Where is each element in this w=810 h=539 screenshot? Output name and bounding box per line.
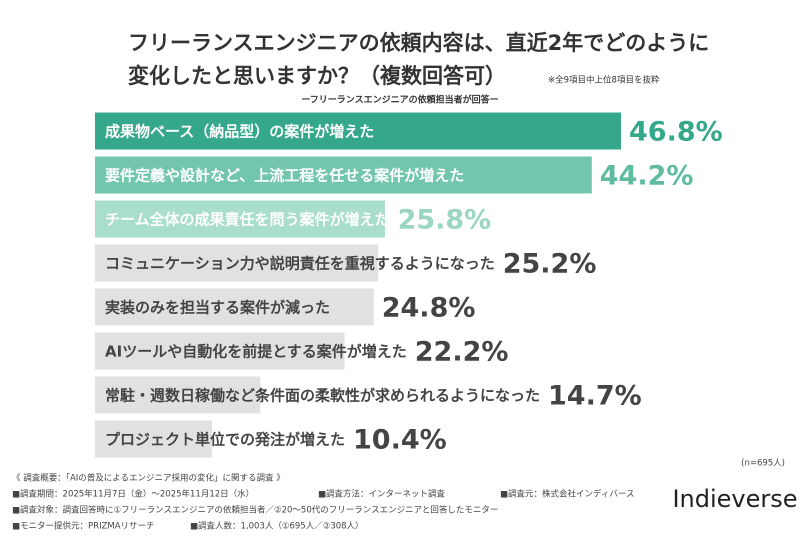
logo: Indieverse <box>672 485 797 513</box>
value-label: 14.7% <box>548 381 642 412</box>
value-label: 25.8% <box>398 205 492 236</box>
value-label: 22.2% <box>415 337 509 368</box>
value-label: 44.2% <box>600 161 694 192</box>
category-label: コミュニケーション力や説明責任を重視するようになった <box>105 255 495 273</box>
note: ※全9項目中上位8項目を抜粋 <box>548 75 660 86</box>
footer-provider: ■モニター提供元：PRIZMAリサーチ <box>12 521 155 532</box>
value-label: 24.8% <box>382 293 476 324</box>
category-label: 常駐・週数日稼働など条件面の柔軟性が求められるようになった <box>105 387 540 405</box>
value-label: 25.2% <box>503 249 597 280</box>
sample-size: (n=695人) <box>741 459 785 469</box>
footer-method: ■調査方法：インターネット調査 <box>318 489 446 500</box>
subtitle: ーフリーランスエンジニアの依頼担当者が回答ー <box>301 94 498 106</box>
footer-count: ■調査人数：1,003人（①695人／②308人） <box>190 521 364 532</box>
bar <box>95 332 345 370</box>
bar <box>95 420 212 458</box>
bar <box>95 288 374 326</box>
footer-heading: 《 調査概要：「AIの普及によるエンジニア採用の変化」に関する調査 》 <box>12 473 285 484</box>
value-label: 46.8% <box>629 117 723 148</box>
category-label: チーム全体の成果責任を問う案件が増えた <box>105 211 390 229</box>
category-label: 要件定義や設計など、上流工程を任せる案件が増えた <box>105 167 464 185</box>
footer-period: ■調査期間：2025年11月7日（金）～2025年11月12日（水） <box>12 489 254 500</box>
chart-title-line: フリーランスエンジニアの依頼内容は、直近2年でどのように <box>128 31 709 55</box>
category-label: 実装のみを担当する案件が減った <box>105 299 330 317</box>
category-label: プロジェクト単位での発注が増えた <box>105 431 345 449</box>
bar <box>95 376 261 414</box>
footer-source: ■調査元：株式会社インディバース <box>500 489 635 500</box>
category-label: AIツールや自動化を前提とする案件が増えた <box>105 343 407 361</box>
value-label: 10.4% <box>353 425 447 456</box>
bar <box>95 200 385 238</box>
bar <box>95 244 379 282</box>
bar <box>95 112 621 150</box>
footer-target: ■調査対象：調査回答時に①フリーランスエンジニアの依頼担当者／②20～50代のフ… <box>12 505 498 516</box>
category-label: 成果物ベース（納品型）の案件が増えた <box>105 123 374 141</box>
bar <box>95 156 592 194</box>
chart-title-line: 変化したと思いますか？（複数回答可） <box>128 64 506 88</box>
